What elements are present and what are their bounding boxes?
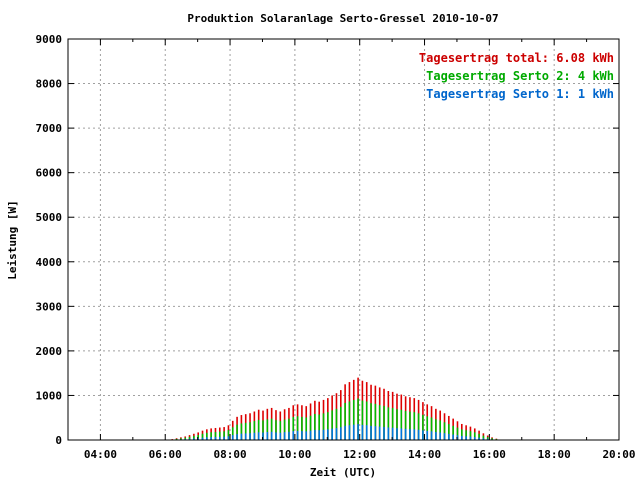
y-tick-label: 3000 — [36, 300, 63, 313]
x-tick-label: 04:00 — [84, 448, 117, 461]
y-tick-label: 8000 — [36, 78, 63, 91]
x-tick-label: 08:00 — [213, 448, 246, 461]
y-tick-label: 4000 — [36, 256, 63, 269]
y-tick-label: 7000 — [36, 122, 63, 135]
legend-entry: Tagesertrag total: 6.08 kWh — [419, 51, 614, 65]
x-tick-label: 18:00 — [538, 448, 571, 461]
x-tick-label: 12:00 — [343, 448, 376, 461]
y-tick-label: 0 — [55, 434, 62, 447]
y-tick-label: 9000 — [36, 33, 63, 46]
legend-entry: Tagesertrag Serto 1: 1 kWh — [426, 87, 614, 101]
x-tick-label: 16:00 — [473, 448, 506, 461]
x-tick-label: 06:00 — [149, 448, 182, 461]
y-tick-label: 5000 — [36, 211, 63, 224]
y-tick-label: 6000 — [36, 167, 63, 180]
y-tick-label: 1000 — [36, 389, 63, 402]
y-tick-label: 2000 — [36, 345, 63, 358]
x-tick-label: 20:00 — [602, 448, 635, 461]
grid — [68, 39, 619, 440]
x-tick-label: 14:00 — [408, 448, 441, 461]
y-axis-label: Leistung [W] — [6, 200, 19, 279]
ticks: 0 1000 2000 3000 4000 5000 6000 7000 8000 9000 04:… — [36, 33, 636, 461]
legend: Tagesertrag total: 6.08 kWh Tagesertrag S… — [419, 51, 614, 101]
legend-entry: Tagesertrag Serto 2: 4 kWh — [426, 69, 614, 83]
plot-frame — [67, 38, 620, 441]
chart-title: Produktion Solaranlage Serto-Gressel 201… — [187, 12, 498, 25]
x-axis-label: Zeit (UTC) — [310, 466, 376, 479]
x-tick-label: 10:00 — [278, 448, 311, 461]
